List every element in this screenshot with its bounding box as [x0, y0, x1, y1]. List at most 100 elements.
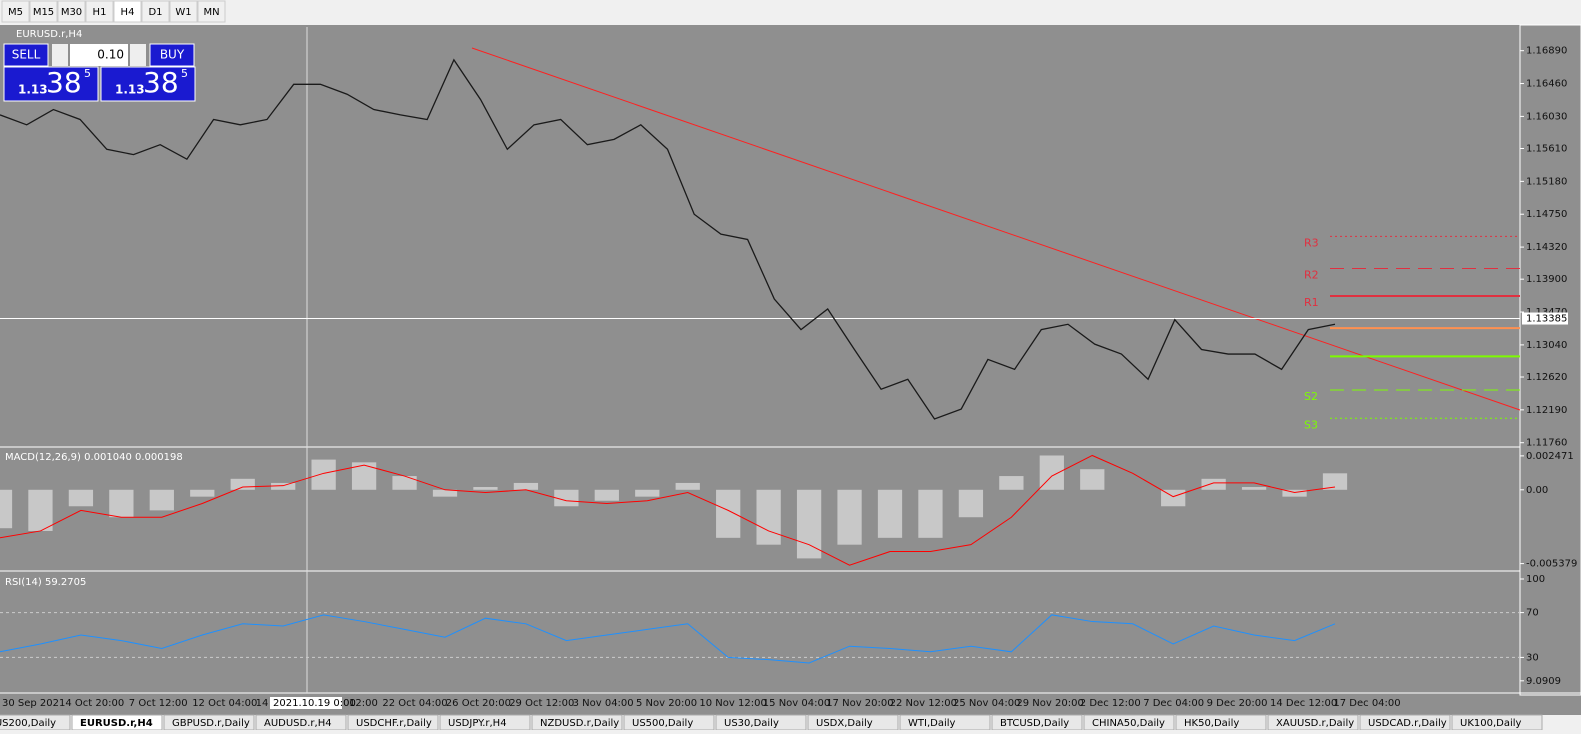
macd-bar — [675, 482, 700, 490]
timeframe-label: MN — [203, 7, 219, 18]
macd-bar — [230, 478, 255, 490]
macd-bar — [513, 482, 539, 490]
time-label: 12 Oct 04:00 — [192, 698, 257, 709]
tab-label: AUDUSD.r,H4 — [264, 718, 332, 729]
panel-title: RSI(14) 59.2705 — [5, 577, 86, 588]
timeframe-label: D1 — [148, 7, 162, 18]
time-label: 10 Nov 12:00 — [699, 698, 766, 709]
time-label: 5 Nov 20:00 — [636, 698, 697, 709]
y-tick-label: 1.12190 — [1526, 405, 1567, 416]
trendline — [471, 47, 1521, 411]
timeframe-label: M15 — [33, 7, 54, 18]
timeframe-label: H4 — [121, 7, 135, 18]
tab[interactable]: HK50,Daily — [1175, 714, 1267, 731]
timeframe-button[interactable] — [57, 0, 86, 23]
macd-bar — [594, 489, 619, 501]
timeframe-button[interactable] — [29, 0, 58, 23]
price-line — [0, 58, 1336, 420]
tab-label: AUS200,Daily — [0, 718, 56, 729]
rsi-line — [0, 614, 1336, 664]
y-tick-label: 1.16890 — [1526, 46, 1567, 57]
tab[interactable]: XAUUSD.r,Daily — [1267, 714, 1359, 731]
tab[interactable]: USDCAD.r,Daily — [1359, 714, 1451, 731]
y-tick-label: 100 — [1526, 574, 1545, 585]
macd-bar — [796, 489, 822, 559]
time-label: 30 Sep 2021 — [2, 698, 65, 709]
tab[interactable]: UK100,Daily — [1451, 714, 1543, 731]
tab[interactable]: CHINA50,Daily — [1083, 714, 1175, 731]
timeframe-label: H1 — [93, 7, 107, 18]
toolbar — [0, 0, 1581, 24]
tab-label: US500,Daily — [632, 718, 693, 729]
macd-bar — [958, 489, 984, 518]
time-label: 17 Nov 20:00 — [826, 698, 893, 709]
pivot-label: R1 — [1304, 296, 1319, 309]
time-label: 7 Dec 04:00 — [1143, 698, 1204, 709]
y-tick-label: -0.005379 — [1526, 559, 1577, 570]
y-tick-label: 1.16460 — [1526, 79, 1567, 90]
tab[interactable]: NZDUSD.r,Daily — [531, 714, 623, 731]
lot-value: 0.10 — [97, 48, 124, 62]
macd-bar — [1201, 478, 1226, 490]
bid-box[interactable] — [3, 66, 99, 102]
pivot-label: S2 — [1304, 390, 1318, 403]
timeframe-button[interactable] — [141, 0, 170, 23]
time-label: 17 Dec 04:00 — [1333, 698, 1400, 709]
macd-bar — [1080, 469, 1105, 490]
timeframe-button[interactable] — [85, 0, 114, 23]
pivot-label: R2 — [1304, 268, 1319, 281]
tab[interactable]: GBPUSD.r,Daily — [163, 714, 255, 731]
lot-input[interactable] — [70, 44, 128, 66]
time-label: 14 Dec 12:00 — [1270, 698, 1337, 709]
time-label: 14 — [256, 698, 269, 709]
time-label: 15 Nov 04:00 — [763, 698, 830, 709]
tab[interactable]: AUS200,Daily — [0, 714, 71, 731]
symbol-label: EURUSD.r,H4 — [16, 29, 82, 40]
macd-bar — [271, 482, 296, 490]
ask-big: 1.13 — [115, 83, 145, 97]
tab[interactable]: AUDUSD.r,H4 — [255, 714, 347, 731]
tab[interactable]: US30,Daily — [715, 714, 807, 731]
y-tick-label: 1.16030 — [1526, 111, 1567, 122]
macd-signal — [0, 454, 1336, 566]
timeframe-button[interactable] — [1, 0, 30, 23]
timeframe-button[interactable] — [113, 0, 142, 23]
cursor-time-box — [270, 697, 342, 709]
macd-bar — [473, 487, 498, 490]
buy-label: BUY — [160, 48, 185, 62]
sell-button[interactable] — [3, 43, 49, 67]
tab-label: WTI,Daily — [908, 718, 956, 729]
timeframe-button[interactable] — [197, 0, 226, 23]
macd-bar — [918, 489, 943, 538]
tab[interactable]: WTI,Daily — [899, 714, 991, 731]
time-label: 22 Nov 12:00 — [890, 698, 957, 709]
y-tick-label: 1.14750 — [1526, 209, 1567, 220]
time-label: 9 Dec 20:00 — [1207, 698, 1268, 709]
buy-button[interactable] — [149, 43, 195, 67]
lot-up[interactable] — [130, 44, 146, 66]
tab[interactable]: EURUSD.r,H4 — [71, 714, 163, 731]
ask-box[interactable] — [100, 66, 196, 102]
bid-pips: 38 — [46, 66, 82, 99]
tab[interactable]: USDX,Daily — [807, 714, 899, 731]
timeframe-label: W1 — [175, 7, 191, 18]
tab[interactable]: BTCUSD,Daily — [991, 714, 1083, 731]
time-label: 29 Oct 12:00 — [509, 698, 574, 709]
tab[interactable]: USDJPY.r,H4 — [439, 714, 531, 731]
lot-down[interactable] — [52, 44, 68, 66]
time-label: 22 Oct 04:00 — [382, 698, 447, 709]
time-label: 3 Nov 04:00 — [573, 698, 634, 709]
tab[interactable]: USDCHF.r,Daily — [347, 714, 439, 731]
cursor-time-label: 2021.10.19 0:00 — [273, 698, 356, 709]
time-label: 29 Nov 20:00 — [1016, 698, 1083, 709]
macd-bar — [311, 459, 336, 490]
tab-label: NZDUSD.r,Daily — [540, 718, 619, 729]
current-price-label: 1.13385 — [1526, 314, 1567, 325]
timeframe-button[interactable] — [169, 0, 198, 23]
tab[interactable]: US500,Daily — [623, 714, 715, 731]
macd-bar — [1161, 489, 1186, 507]
macd-bar — [837, 489, 862, 545]
tab-label: GBPUSD.r,Daily — [172, 718, 250, 729]
